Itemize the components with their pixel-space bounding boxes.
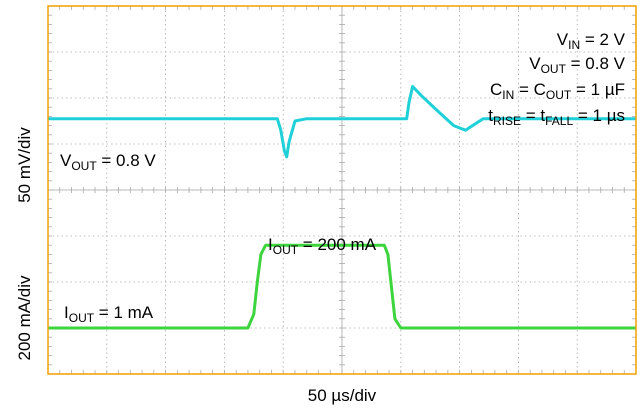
vout-trace-label: VOUT = 0.8 V — [60, 151, 156, 173]
condition-vout: VOUT = 0.8 V — [529, 54, 625, 76]
condition-capacitance: CIN = COUT = 1 µF — [490, 80, 625, 102]
condition-rise-fall: tRISE = tFALL = 1 µs — [488, 106, 625, 128]
plot-frame — [47, 5, 637, 375]
y-axis-label-top: 50 mV/div — [15, 127, 34, 203]
x-axis-label: 50 µs/div — [308, 386, 377, 405]
iout-high-label: IOUT = 200 mA — [268, 235, 377, 257]
iout-low-label: IOUT = 1 mA — [64, 303, 154, 325]
condition-annotations: VIN = 2 V VOUT = 0.8 V CIN = COUT = 1 µF… — [488, 30, 625, 128]
iout-trace — [48, 243, 636, 330]
y-axis-label-bottom: 200 mA/div — [15, 275, 34, 361]
vout-trace — [48, 85, 636, 159]
condition-vin: VIN = 2 V — [557, 30, 626, 52]
traces — [48, 85, 636, 330]
